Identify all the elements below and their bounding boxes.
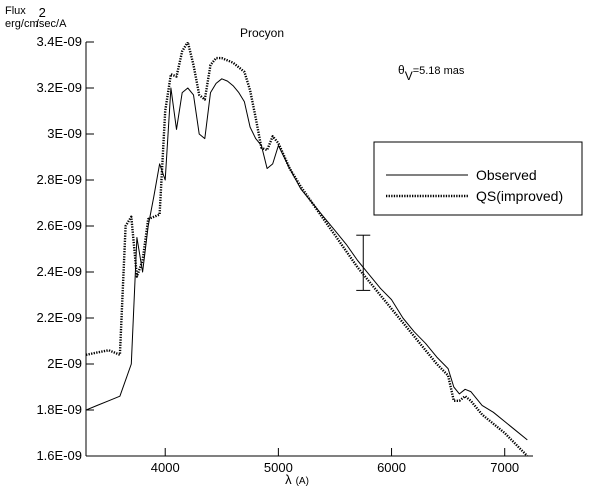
- x-axis-ticks: 4000 5000 6000 7000: [151, 448, 519, 475]
- y-tick-label: 3E-09: [47, 126, 82, 141]
- y-axis-title-line1: Flux: [5, 5, 26, 17]
- y-axis-ticks: 1.6E-09 1.8E-09 2E-09 2.2E-09 2.4E-09 2.6E-09…: [36, 34, 94, 463]
- x-tick-label: 7000: [490, 460, 519, 475]
- legend: Observed QS(improved): [373, 141, 583, 216]
- legend-qs-label: QS(improved): [476, 188, 563, 204]
- y-tick-label: 2.2E-09: [36, 310, 82, 325]
- error-bar: [356, 234, 371, 291]
- y-tick-label: 3.2E-09: [36, 80, 82, 95]
- series-qs-improved-line: [86, 42, 529, 456]
- x-axis-title-symbol: λ: [285, 472, 292, 487]
- y-tick-label: 2.8E-09: [36, 172, 82, 187]
- x-axis-title: λ (A): [285, 472, 309, 487]
- y-tick-label: 1.8E-09: [36, 402, 82, 417]
- y-tick-label: 1.6E-09: [36, 448, 82, 463]
- legend-observed-label: Observed: [476, 167, 537, 183]
- y-tick-label: 2E-09: [47, 356, 82, 371]
- series-observed-line: [86, 78, 528, 441]
- y-axis-title-sup: 2: [39, 5, 46, 20]
- legend-box: [373, 141, 583, 216]
- theta-symbol: θ: [398, 63, 405, 77]
- y-axis-title-unit: erg/cm: [5, 18, 39, 30]
- chart-title: Procyon: [240, 26, 284, 40]
- series-layer: [86, 42, 529, 456]
- y-axis-title: Flux erg/cm2/sec/A: [5, 5, 67, 30]
- x-tick-label: 4000: [151, 460, 180, 475]
- theta-value: =5.18 mas: [413, 65, 465, 77]
- theta-v-annotation: θV=5.18 mas: [398, 63, 465, 83]
- y-tick-label: 2.6E-09: [36, 218, 82, 233]
- y-axis-title-unit-tail: /sec/A: [36, 18, 67, 30]
- theta-subscript: V: [405, 69, 413, 83]
- y-tick-label: 2.4E-09: [36, 264, 82, 279]
- x-axis-title-unit: (A): [296, 476, 309, 487]
- y-tick-label: 3.4E-09: [36, 34, 82, 49]
- x-tick-label: 6000: [377, 460, 406, 475]
- y-axis-title-line2: erg/cm2/sec/A: [5, 5, 67, 30]
- x-tick-label: 5000: [264, 460, 293, 475]
